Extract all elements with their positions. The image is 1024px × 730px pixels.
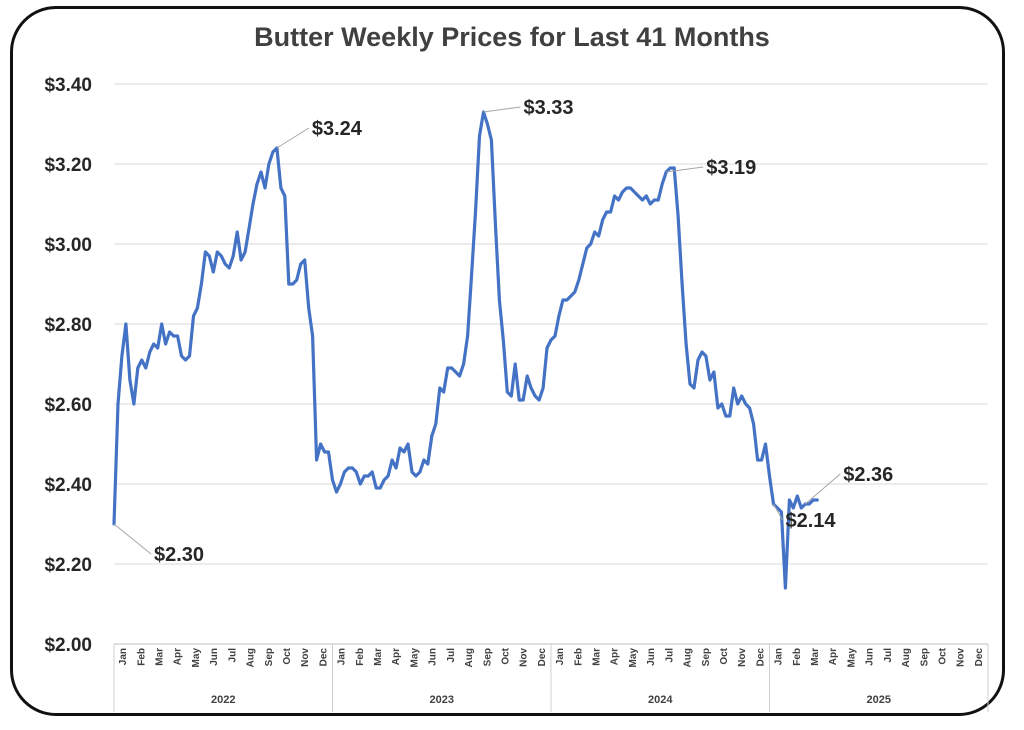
data-label: $2.36 xyxy=(843,464,893,486)
data-label: $2.14 xyxy=(785,510,836,532)
data-label-leader xyxy=(483,106,521,113)
chart-frame xyxy=(10,6,1005,716)
month-tick-label: Feb xyxy=(573,648,584,666)
year-tick-label: 2022 xyxy=(211,694,235,706)
month-tick-label: Nov xyxy=(300,648,311,667)
month-tick-label: Jan xyxy=(555,648,566,665)
y-tick-label: $3.40 xyxy=(44,75,92,96)
month-tick-label: Jan xyxy=(118,648,129,665)
year-tick-label: 2023 xyxy=(430,694,454,706)
chart-title: Butter Weekly Prices for Last 41 Months xyxy=(254,22,770,52)
month-tick-label: Jul xyxy=(227,648,238,663)
month-tick-label: Jul xyxy=(664,648,675,663)
year-tick-label: 2024 xyxy=(648,694,673,706)
month-tick-label: Dec xyxy=(537,648,548,667)
data-label-leader xyxy=(773,503,783,521)
y-tick-label: $2.20 xyxy=(44,555,92,576)
y-tick-label: $2.80 xyxy=(44,315,92,336)
data-label: $3.33 xyxy=(523,97,573,119)
month-tick-label: Oct xyxy=(500,647,511,664)
gridlines xyxy=(114,83,988,645)
month-tick-label: Sep xyxy=(482,648,493,666)
month-tick-label: Aug xyxy=(464,648,475,667)
y-tick-label: $2.40 xyxy=(44,475,92,496)
data-label-leader xyxy=(804,473,841,505)
x-axis: Jan Feb Mar Apr May Jun Jul Aug Sep Oct Nov Dec 2022… xyxy=(113,643,989,712)
month-tick-label: Sep xyxy=(264,648,275,666)
month-tick-label: Mar xyxy=(155,648,166,666)
month-tick-label: Apr xyxy=(828,648,839,665)
month-tick-label: Aug xyxy=(246,648,257,667)
data-label: $2.30 xyxy=(154,544,204,566)
month-tick-label: Nov xyxy=(737,648,748,667)
month-tick-label: Oct xyxy=(937,647,948,664)
y-tick-label: $2.00 xyxy=(44,635,92,656)
month-tick-label: Apr xyxy=(610,648,621,665)
month-tick-label: May xyxy=(628,648,639,668)
data-labels: $2.30 $3.24 $3.33 $3.19 $2.14 $2.36 xyxy=(113,97,893,566)
month-tick-label: Nov xyxy=(956,648,967,667)
series-layer xyxy=(112,110,819,590)
data-label: $3.19 xyxy=(706,157,756,179)
y-axis: $2.00 $2.20 $2.40 $2.60 $2.80 $3.00 $3.20 $3.40 xyxy=(44,75,92,656)
data-label-leader xyxy=(113,523,152,555)
month-tick-label: Jan xyxy=(337,648,348,665)
data-label-leader xyxy=(666,166,704,173)
month-tick-label: Sep xyxy=(701,648,712,666)
month-tick-label: Mar xyxy=(373,648,384,666)
month-tick-label: Jun xyxy=(646,648,657,666)
month-tick-label: Dec xyxy=(318,648,329,667)
month-tick-label: Mar xyxy=(592,648,603,666)
month-tick-label: May xyxy=(191,648,202,668)
month-tick-label: Jun xyxy=(865,648,876,666)
month-tick-label: Aug xyxy=(683,648,694,667)
month-tick-label: Jun xyxy=(209,648,220,666)
month-tick-label: Feb xyxy=(136,648,147,666)
month-tick-label: Feb xyxy=(355,648,366,666)
month-tick-label: Apr xyxy=(173,648,184,665)
y-tick-label: $2.60 xyxy=(44,395,92,416)
month-tick-label: Mar xyxy=(810,648,821,666)
month-tick-label: Jan xyxy=(774,648,785,665)
data-label-leader xyxy=(276,127,310,149)
month-tick-label: Jul xyxy=(446,648,457,663)
price-line xyxy=(112,110,819,590)
month-tick-label: Sep xyxy=(919,648,930,666)
month-tick-label: Dec xyxy=(974,648,985,667)
month-tick-label: Aug xyxy=(901,648,912,667)
month-tick-label: Oct xyxy=(719,647,730,664)
month-tick-label: May xyxy=(409,648,420,668)
month-tick-label: Jun xyxy=(428,648,439,666)
month-tick-label: Oct xyxy=(282,647,293,664)
year-tick-label: 2025 xyxy=(867,694,891,706)
month-tick-label: Apr xyxy=(391,648,402,665)
month-tick-label: Feb xyxy=(792,648,803,666)
month-tick-label: Jul xyxy=(883,648,894,663)
month-tick-label: May xyxy=(846,648,857,668)
data-label: $3.24 xyxy=(312,118,363,140)
y-tick-label: $3.00 xyxy=(44,235,92,256)
month-tick-label: Dec xyxy=(755,648,766,667)
month-tick-label: Nov xyxy=(519,648,530,667)
y-tick-label: $3.20 xyxy=(44,155,92,176)
